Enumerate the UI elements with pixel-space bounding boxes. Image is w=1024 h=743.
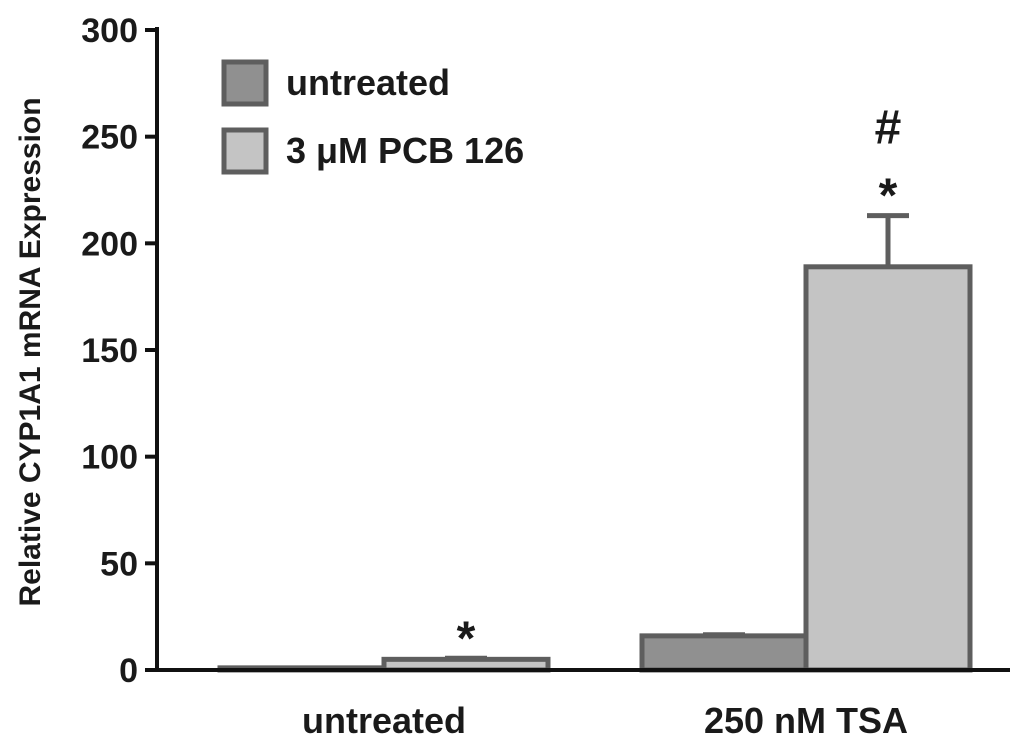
significance-star: * bbox=[457, 612, 476, 665]
bar-1-0 bbox=[639, 633, 809, 673]
legend-swatch-0 bbox=[221, 59, 269, 107]
y-tick-label: 300 bbox=[81, 12, 138, 50]
y-tick-label: 250 bbox=[81, 119, 138, 157]
y-tick-label: 50 bbox=[100, 545, 138, 583]
legend-swatch-1 bbox=[221, 127, 269, 175]
y-tick-label: 150 bbox=[81, 332, 138, 370]
x-category-label: untreated bbox=[302, 700, 466, 741]
y-tick-label: 200 bbox=[81, 225, 138, 263]
legend-label-1: 3 μM PCB 126 bbox=[286, 130, 524, 171]
x-category-label: 250 nM TSA bbox=[704, 700, 908, 741]
significance-star: * bbox=[879, 170, 898, 223]
y-tick-label: 0 bbox=[119, 652, 138, 690]
y-tick-label: 100 bbox=[81, 439, 138, 477]
significance-hash: # bbox=[875, 102, 902, 155]
legend-label-0: untreated bbox=[286, 62, 450, 103]
y-axis-title: Relative CYP1A1 mRNA Expression bbox=[14, 97, 47, 606]
bar-1-1 bbox=[803, 264, 973, 673]
